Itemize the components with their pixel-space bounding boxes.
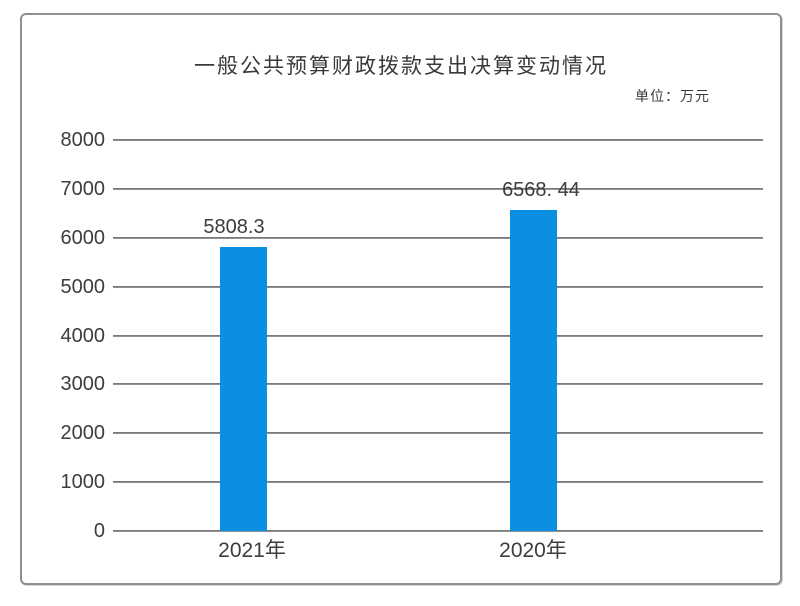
y-tick-label-8000: 8000 [60,129,106,151]
gridline-2000 [113,432,763,435]
unit-label: 单位：万元 [635,90,710,105]
chart-title: 一般公共预算财政拨款支出决算变动情况 [194,54,608,78]
x-axis-category-labels: 2021年 2020年 [113,535,763,567]
y-tick-label-3000: 3000 [60,373,106,396]
gridline-4000 [113,334,763,337]
y-axis-tick-labels: 8000 7000 6000 5000 4000 3000 2000 1000 0 [28,129,106,542]
bar-2020年 [510,209,557,531]
gridline-1000 [113,481,763,484]
bar-2021年 [220,247,267,531]
gridline-7000 [113,187,763,190]
y-tick-label-4000: 4000 [60,324,106,347]
gridline-5000 [113,285,763,288]
gridline-6000 [113,236,763,239]
bar-value-label-2021年: 5808.3 [203,216,265,239]
gridline-8000 [113,139,763,141]
y-tick-label-0: 0 [93,520,105,542]
chart-panel-border [20,13,782,585]
bar-value-label-2020年: 6568. 44 [502,178,580,201]
y-tick-label-6000: 6000 [60,226,106,249]
x-category-label-2021年: 2021年 [218,539,286,562]
x-category-label-2020年: 2020年 [499,539,567,562]
y-tick-label-7000: 7000 [60,177,106,200]
y-tick-label-1000: 1000 [60,471,106,494]
gridline-3000 [113,383,763,386]
y-tick-label-5000: 5000 [60,275,106,298]
plot-area: 5808.3 6568. 44 [113,139,763,532]
y-tick-label-2000: 2000 [60,422,106,445]
gridline-0 [113,530,763,532]
